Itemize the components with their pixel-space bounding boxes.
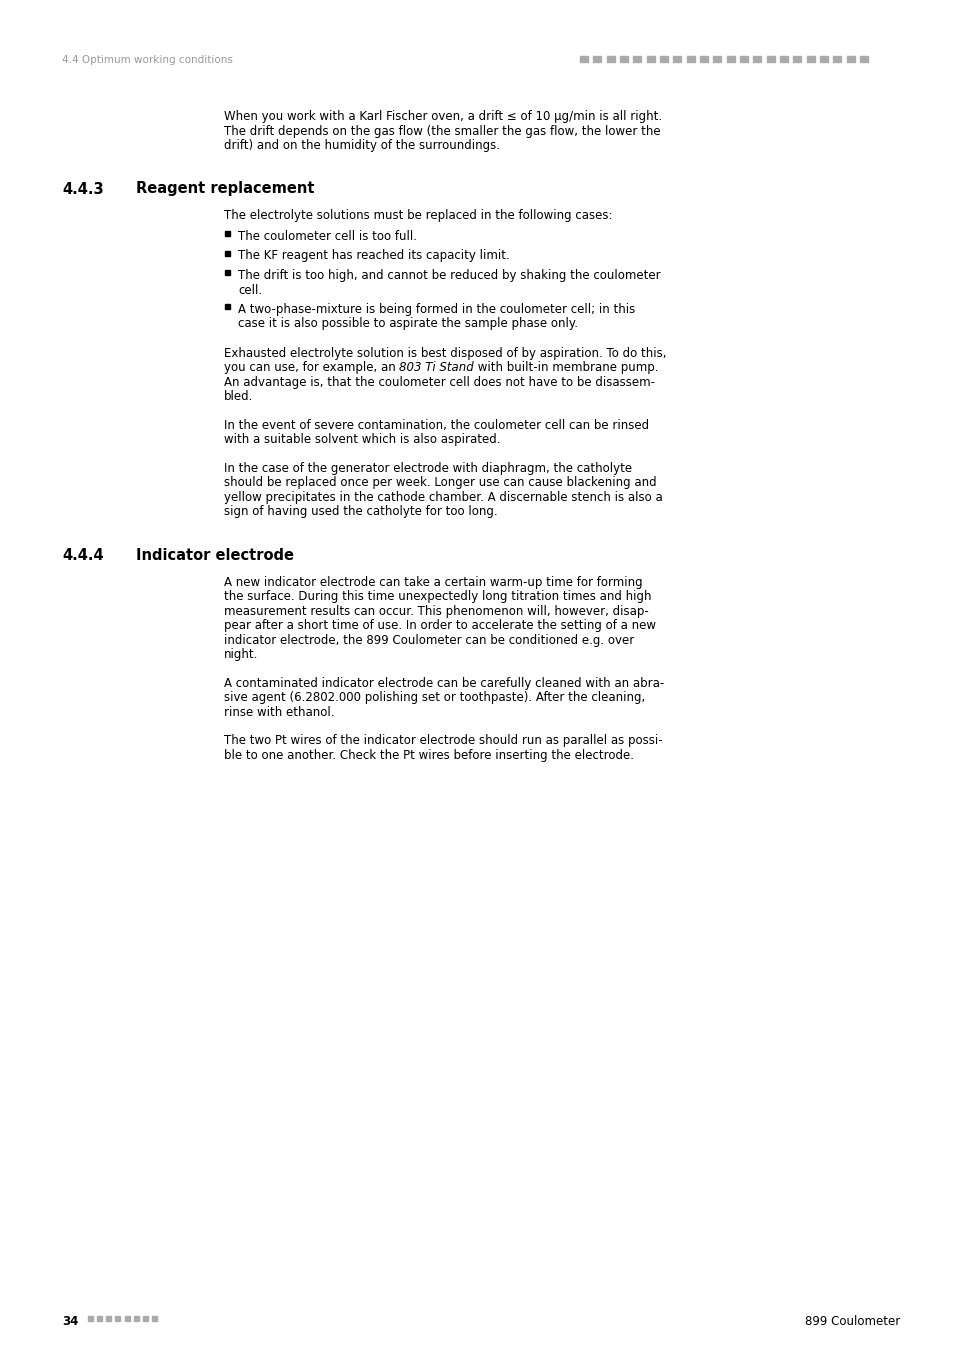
Text: Exhausted electrolyte solution is best disposed of by aspiration. To do this,: Exhausted electrolyte solution is best d…	[224, 347, 666, 360]
Text: 899 Coulometer: 899 Coulometer	[804, 1315, 899, 1328]
Bar	[225, 304, 230, 309]
Text: sign of having used the catholyte for too long.: sign of having used the catholyte for to…	[224, 505, 497, 518]
Text: the surface. During this time unexpectedly long titration times and high: the surface. During this time unexpected…	[224, 590, 651, 603]
Text: cell.: cell.	[237, 284, 262, 297]
Bar	[753, 55, 760, 62]
Text: with built-in membrane pump.: with built-in membrane pump.	[474, 362, 659, 374]
Bar	[859, 55, 867, 62]
Text: Reagent replacement: Reagent replacement	[136, 181, 314, 197]
Text: 34: 34	[62, 1315, 78, 1328]
Bar	[740, 55, 747, 62]
Text: The drift is too high, and cannot be reduced by shaking the coulometer: The drift is too high, and cannot be red…	[237, 269, 659, 282]
Bar	[152, 1316, 157, 1322]
Text: you can use, for example, an: you can use, for example, an	[224, 362, 399, 374]
Bar	[713, 55, 720, 62]
Bar	[793, 55, 801, 62]
Text: should be replaced once per week. Longer use can cause blackening and: should be replaced once per week. Longer…	[224, 477, 656, 490]
Bar	[700, 55, 707, 62]
Bar	[780, 55, 787, 62]
Bar	[820, 55, 827, 62]
Bar	[225, 251, 230, 255]
Text: sive agent (6.2802.000 polishing set or toothpaste). After the cleaning,: sive agent (6.2802.000 polishing set or …	[224, 691, 644, 705]
Bar	[225, 231, 230, 236]
Bar	[125, 1316, 130, 1322]
Bar	[97, 1316, 102, 1322]
Text: The electrolyte solutions must be replaced in the following cases:: The electrolyte solutions must be replac…	[224, 209, 612, 223]
Text: 4.4.3: 4.4.3	[62, 181, 104, 197]
Bar	[845, 55, 854, 62]
Bar	[133, 1316, 138, 1322]
Bar	[106, 1316, 112, 1322]
Text: pear after a short time of use. In order to accelerate the setting of a new: pear after a short time of use. In order…	[224, 620, 656, 633]
Text: drift) and on the humidity of the surroundings.: drift) and on the humidity of the surrou…	[224, 139, 499, 153]
Text: ble to one another. Check the Pt wires before inserting the electrode.: ble to one another. Check the Pt wires b…	[224, 749, 634, 761]
Bar	[659, 55, 667, 62]
Bar	[766, 55, 774, 62]
Bar	[646, 55, 654, 62]
Bar	[633, 55, 640, 62]
Bar	[673, 55, 680, 62]
Text: 4.4 Optimum working conditions: 4.4 Optimum working conditions	[62, 55, 233, 65]
Text: bled.: bled.	[224, 390, 253, 404]
Bar	[143, 1316, 148, 1322]
Text: yellow precipitates in the cathode chamber. A discernable stench is also a: yellow precipitates in the cathode chamb…	[224, 491, 662, 504]
Bar	[593, 55, 600, 62]
Bar	[619, 55, 627, 62]
Bar	[726, 55, 734, 62]
Bar	[88, 1316, 92, 1322]
Text: The KF reagent has reached its capacity limit.: The KF reagent has reached its capacity …	[237, 250, 509, 262]
Text: The drift depends on the gas flow (the smaller the gas flow, the lower the: The drift depends on the gas flow (the s…	[224, 124, 659, 138]
Bar	[833, 55, 841, 62]
Text: Indicator electrode: Indicator electrode	[136, 548, 294, 563]
Text: An advantage is, that the coulometer cell does not have to be disassem-: An advantage is, that the coulometer cel…	[224, 377, 655, 389]
Text: In the case of the generator electrode with diaphragm, the catholyte: In the case of the generator electrode w…	[224, 462, 632, 475]
Text: When you work with a Karl Fischer oven, a drift ≤ of 10 µg/min is all right.: When you work with a Karl Fischer oven, …	[224, 109, 661, 123]
Bar	[606, 55, 614, 62]
Bar	[579, 55, 587, 62]
Text: A two-phase-mixture is being formed in the coulometer cell; in this: A two-phase-mixture is being formed in t…	[237, 302, 635, 316]
Text: case it is also possible to aspirate the sample phase only.: case it is also possible to aspirate the…	[237, 317, 578, 331]
Text: rinse with ethanol.: rinse with ethanol.	[224, 706, 335, 720]
Text: 4.4.4: 4.4.4	[62, 548, 104, 563]
Text: In the event of severe contamination, the coulometer cell can be rinsed: In the event of severe contamination, th…	[224, 418, 648, 432]
Bar	[686, 55, 694, 62]
Bar	[115, 1316, 120, 1322]
Text: A contaminated indicator electrode can be carefully cleaned with an abra-: A contaminated indicator electrode can b…	[224, 676, 663, 690]
Text: with a suitable solvent which is also aspirated.: with a suitable solvent which is also as…	[224, 433, 500, 447]
Text: measurement results can occur. This phenomenon will, however, disap-: measurement results can occur. This phen…	[224, 605, 648, 618]
Text: The coulometer cell is too full.: The coulometer cell is too full.	[237, 230, 416, 243]
Text: 803 Ti Stand: 803 Ti Stand	[399, 362, 474, 374]
Bar	[225, 270, 230, 275]
Text: A new indicator electrode can take a certain warm-up time for forming: A new indicator electrode can take a cer…	[224, 576, 642, 589]
Text: night.: night.	[224, 648, 258, 662]
Text: The two Pt wires of the indicator electrode should run as parallel as possi-: The two Pt wires of the indicator electr…	[224, 734, 662, 748]
Text: indicator electrode, the 899 Coulometer can be conditioned e.g. over: indicator electrode, the 899 Coulometer …	[224, 634, 634, 647]
Bar	[806, 55, 814, 62]
